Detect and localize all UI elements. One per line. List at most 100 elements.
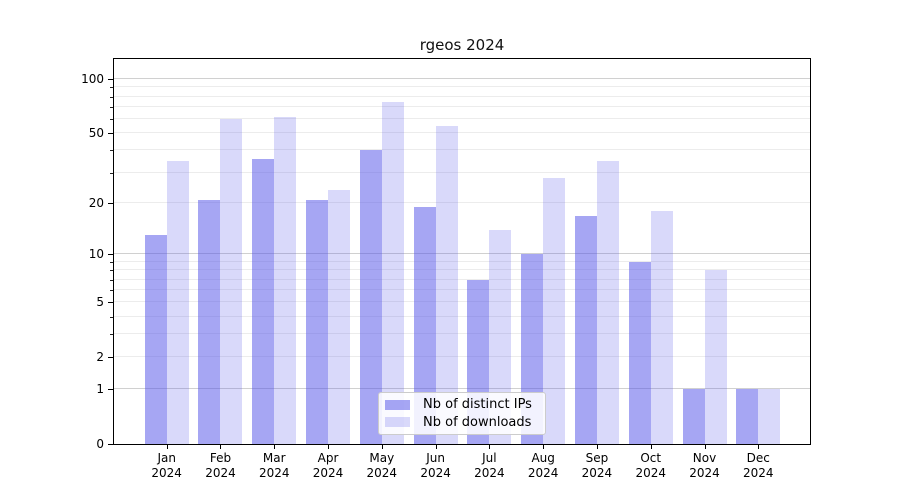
gridline-minor — [114, 301, 810, 303]
bar-distinct-ips — [682, 389, 705, 444]
y-tick-mark — [108, 133, 113, 135]
bar-downloads — [274, 116, 297, 444]
bar-downloads — [596, 160, 619, 444]
y-tick-mark — [108, 203, 113, 205]
x-tick-mark — [704, 445, 706, 449]
bar-downloads — [435, 125, 458, 444]
x-tick-mark — [758, 445, 760, 449]
gridline-minor — [114, 86, 810, 88]
bar-distinct-ips — [413, 207, 436, 444]
gridline-minor — [114, 132, 810, 134]
x-tick-label: Jan 2024 — [151, 451, 182, 480]
gridline-minor — [114, 106, 810, 108]
y-minor-tick-mark — [110, 119, 113, 121]
y-tick-mark — [108, 444, 113, 445]
y-tick-label: 50 — [88, 126, 104, 141]
y-minor-tick-mark — [110, 96, 113, 98]
x-tick-label: Aug 2024 — [527, 451, 559, 480]
x-tick-label: Apr 2024 — [312, 451, 344, 480]
gridline-minor — [114, 289, 810, 291]
y-minor-tick-mark — [110, 290, 113, 292]
bar-distinct-ips — [736, 389, 759, 444]
y-tick-label: 5 — [96, 295, 104, 310]
bar-downloads — [758, 389, 781, 444]
x-tick-mark — [435, 445, 437, 449]
x-tick-mark — [489, 445, 491, 449]
y-minor-tick-mark — [110, 334, 113, 336]
gridline-minor — [114, 333, 810, 335]
y-tick-label: 100 — [81, 72, 104, 87]
legend: Nb of distinct IPs Nb of downloads — [378, 392, 546, 435]
legend-item-downloads: Nb of downloads — [385, 415, 539, 430]
legend-item-distinct-ips: Nb of distinct IPs — [385, 397, 539, 412]
bar-downloads — [328, 189, 351, 444]
y-minor-tick-mark — [110, 316, 113, 318]
y-tick-mark — [108, 79, 113, 81]
gridline-minor — [114, 269, 810, 271]
bar-distinct-ips — [198, 199, 221, 444]
x-tick-label: Jul 2024 — [474, 451, 505, 480]
chart-title: rgeos 2024 — [419, 36, 505, 54]
gridline-minor — [114, 149, 810, 151]
y-minor-tick-mark — [110, 172, 113, 174]
x-tick-mark — [381, 445, 383, 449]
y-tick-label: 10 — [88, 247, 104, 262]
x-tick-label: May 2024 — [366, 451, 398, 480]
x-tick-label: Nov 2024 — [689, 451, 720, 480]
bar-distinct-ips — [359, 150, 382, 444]
bar-distinct-ips — [306, 199, 329, 444]
gridline-minor — [114, 356, 810, 358]
x-tick-label: Feb 2024 — [205, 451, 236, 480]
bar-distinct-ips — [574, 215, 597, 444]
y-tick-label: 2 — [96, 350, 104, 365]
gridline-minor — [114, 261, 810, 262]
plot-area — [113, 58, 811, 445]
x-tick-label: Mar 2024 — [258, 451, 290, 480]
legend-swatch-downloads — [385, 417, 410, 428]
bar-downloads — [381, 101, 404, 444]
y-tick-label: 1 — [96, 382, 104, 397]
bar-distinct-ips — [252, 158, 275, 444]
y-minor-tick-mark — [110, 270, 113, 272]
x-tick-mark — [274, 445, 276, 449]
x-tick-mark — [220, 445, 222, 449]
bar-downloads — [543, 177, 566, 444]
y-minor-tick-mark — [110, 262, 113, 263]
x-tick-label: Oct 2024 — [635, 451, 666, 480]
x-tick-mark — [543, 445, 545, 449]
y-minor-tick-mark — [110, 107, 113, 109]
gridline-minor — [114, 118, 810, 120]
x-tick-mark — [166, 445, 168, 449]
gridline-major — [114, 253, 810, 255]
y-tick-mark — [108, 254, 113, 256]
bar-downloads — [704, 270, 727, 444]
bar-downloads — [220, 119, 243, 444]
y-tick-mark — [108, 389, 113, 391]
x-tick-mark — [596, 445, 598, 449]
bar-downloads — [166, 160, 189, 444]
x-tick-mark — [328, 445, 330, 449]
bar-downloads — [489, 229, 512, 444]
y-tick-label: 20 — [88, 196, 104, 211]
y-minor-tick-mark — [110, 87, 113, 89]
x-tick-label: Dec 2024 — [742, 451, 774, 480]
gridline-major — [114, 78, 810, 80]
legend-label-downloads: Nb of downloads — [423, 414, 532, 430]
y-minor-tick-mark — [110, 279, 113, 281]
x-tick-label: Jun 2024 — [420, 451, 451, 480]
x-tick-mark — [650, 445, 652, 449]
y-minor-tick-mark — [110, 150, 113, 152]
gridline-minor — [114, 315, 810, 317]
bar-downloads — [650, 211, 673, 444]
gridline-minor — [114, 171, 810, 173]
x-tick-label: Sep 2024 — [581, 451, 613, 480]
gridline-minor — [114, 95, 810, 97]
y-tick-label: 0 — [96, 437, 104, 451]
y-tick-mark — [108, 357, 113, 359]
gridline-minor — [114, 278, 810, 280]
bar-distinct-ips — [144, 235, 167, 444]
gridline-major — [114, 388, 810, 390]
legend-label-distinct-ips: Nb of distinct IPs — [423, 397, 532, 413]
legend-swatch-distinct-ips — [385, 399, 410, 410]
